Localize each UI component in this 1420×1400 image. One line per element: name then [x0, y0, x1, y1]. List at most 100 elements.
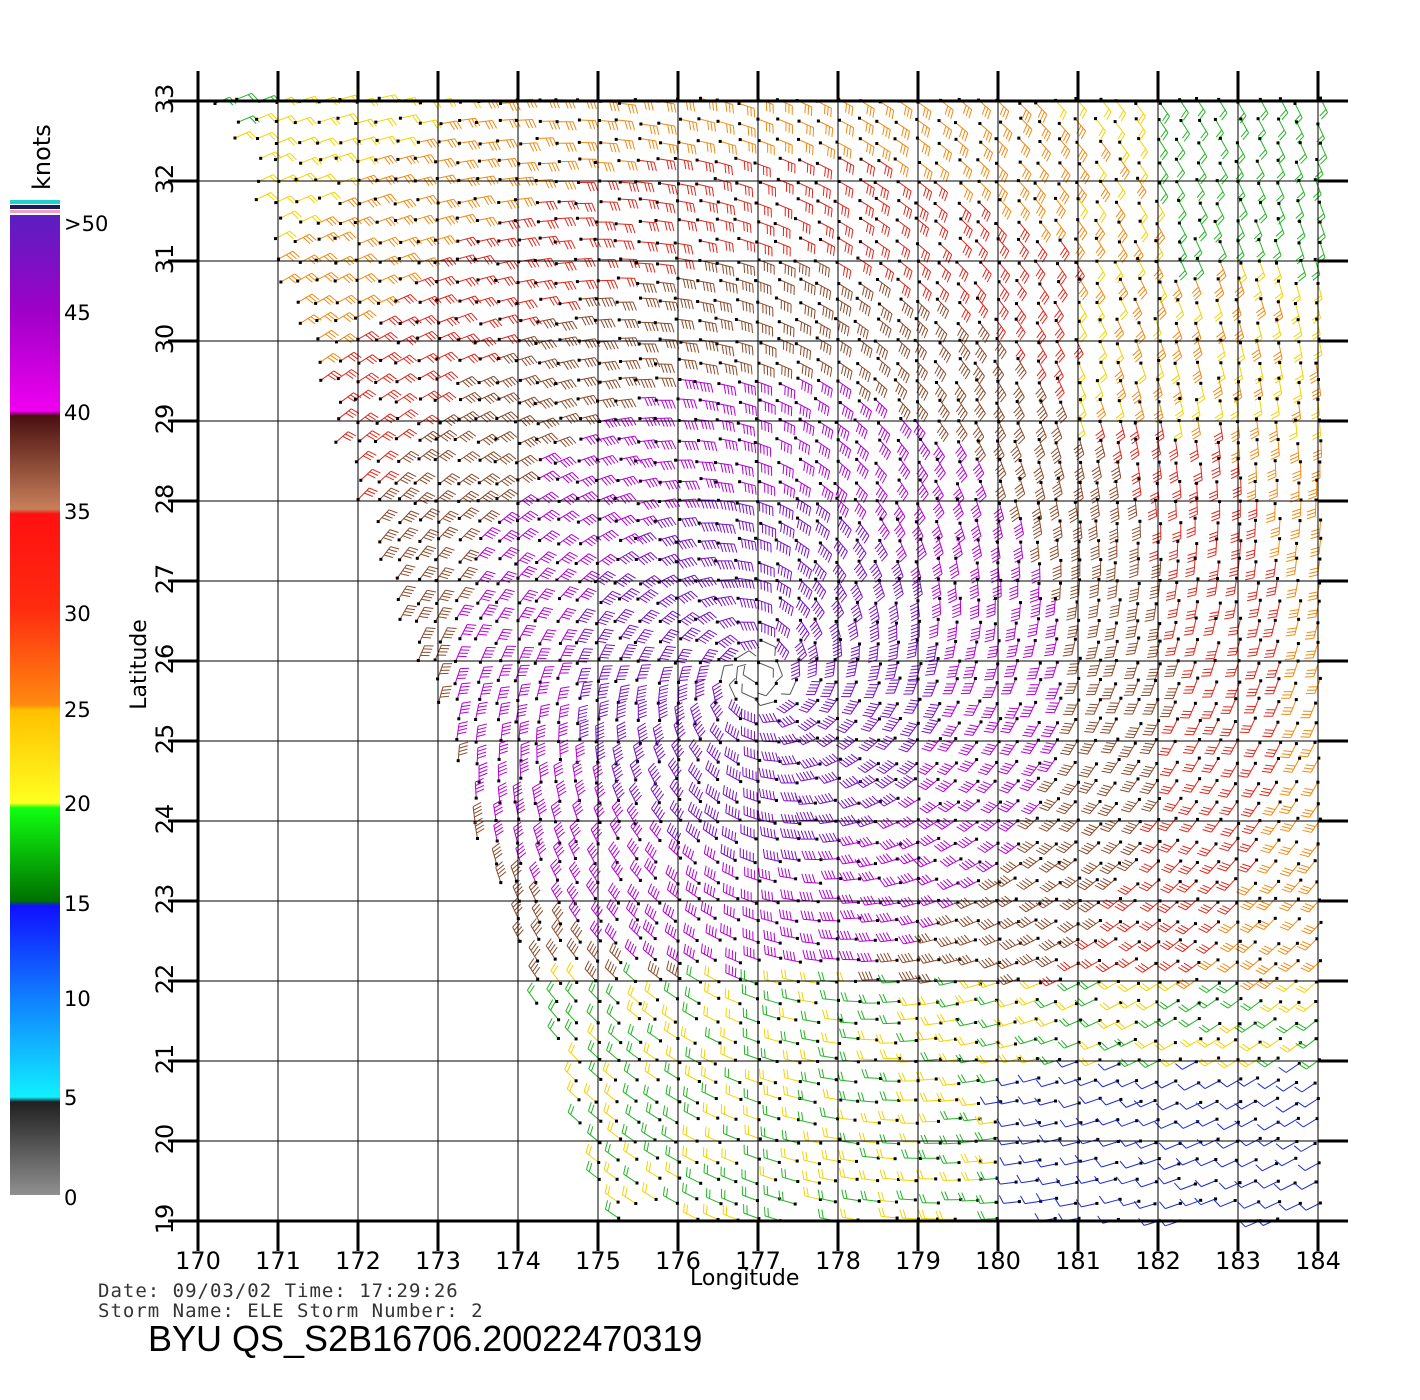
- wind-barb: [863, 702, 882, 717]
- wind-barb: [706, 1188, 722, 1205]
- wind-barb: [1198, 119, 1208, 141]
- wind-barb: [756, 500, 773, 516]
- wind-barb: [1296, 199, 1304, 221]
- wind-barb: [817, 120, 833, 138]
- wind-barb: [608, 1121, 622, 1141]
- wind-barb: [1228, 617, 1242, 635]
- wind-barb: [916, 1072, 937, 1081]
- wind-barb: [800, 1030, 819, 1043]
- wind-barb: [479, 528, 500, 541]
- wind-barb: [559, 740, 569, 761]
- wind-barb: [656, 594, 678, 607]
- wind-barb: [618, 589, 640, 602]
- wind-barb: [1240, 978, 1262, 990]
- wind-barb: [734, 559, 753, 572]
- wind-barb: [257, 175, 280, 183]
- wind-barb: [1101, 738, 1119, 753]
- wind-barb: [795, 639, 807, 662]
- wind-barb: [798, 1111, 816, 1125]
- wind-barb: [639, 478, 661, 488]
- wind-barb: [1000, 717, 1018, 733]
- wind-barb: [625, 939, 638, 960]
- wind-barb: [670, 779, 683, 801]
- colorbar-label: 35: [64, 502, 91, 522]
- wind-barb: [799, 458, 814, 477]
- wind-barb: [1039, 797, 1060, 810]
- wind-barb: [378, 275, 401, 284]
- wind-barb: [999, 198, 1012, 219]
- wind-barb: [696, 300, 715, 313]
- wind-barb: [554, 457, 577, 468]
- wind-barb: [1075, 461, 1085, 483]
- wind-barb: [605, 923, 617, 945]
- wind-barb: [961, 677, 977, 694]
- wind-barb: [1257, 117, 1266, 140]
- wind-barb: [1276, 1081, 1298, 1091]
- wind-barb: [986, 597, 997, 618]
- wind-barb: [1018, 1137, 1040, 1145]
- wind-barb: [1274, 1182, 1296, 1191]
- wind-barb: [1257, 860, 1277, 874]
- wind-barb: [1060, 781, 1080, 795]
- wind-barb: [397, 336, 420, 345]
- wind-barb: [921, 1052, 942, 1060]
- wind-barb: [398, 511, 419, 524]
- wind-barb: [734, 651, 756, 661]
- wind-barb: [1095, 439, 1105, 461]
- wind-barb: [1017, 1175, 1039, 1183]
- wind-barb: [437, 686, 452, 704]
- wind-barb: [1161, 860, 1182, 873]
- wind-barb: [1045, 682, 1061, 698]
- wind-barb: [1016, 879, 1038, 890]
- wind-barb: [798, 718, 820, 731]
- wind-barb: [896, 1092, 917, 1102]
- wind-barb: [737, 261, 754, 276]
- wind-barb: [596, 742, 606, 764]
- wind-barb: [1119, 158, 1130, 180]
- wind-barb: [922, 680, 938, 696]
- wind-barb: [898, 260, 912, 280]
- wind-barb: [934, 220, 948, 241]
- wind-barb: [819, 754, 842, 766]
- wind-barb: [776, 579, 791, 598]
- wind-barb: [1177, 1120, 1200, 1128]
- wind-barb: [763, 849, 781, 863]
- wind-barb: [517, 607, 536, 622]
- wind-barb: [799, 699, 820, 713]
- wind-barb: [1246, 519, 1257, 539]
- wind-barb: [1016, 997, 1039, 1005]
- wind-barb: [374, 374, 396, 384]
- wind-barb: [860, 158, 875, 177]
- wind-barb: [1238, 1200, 1261, 1208]
- wind-barb: [1140, 818, 1160, 832]
- wind-barb: [555, 399, 577, 409]
- wind-barb: [840, 1091, 860, 1103]
- colorbar-unit: knots: [28, 110, 58, 190]
- wind-barb: [677, 277, 696, 290]
- wind-barb: [999, 121, 1012, 142]
- wind-barb: [439, 628, 457, 644]
- wind-barb: [1117, 858, 1138, 871]
- wind-barb: [861, 1113, 881, 1125]
- wind-barb: [1260, 1037, 1282, 1048]
- wind-barb: [399, 115, 421, 123]
- wind-barb: [759, 399, 776, 415]
- wind-barb: [358, 238, 381, 247]
- wind-barb: [1073, 521, 1082, 543]
- wind-barb: [1113, 441, 1122, 463]
- wind-barb: [1163, 797, 1183, 811]
- wind-barb: [740, 848, 757, 864]
- wind-barb: [856, 381, 870, 401]
- wind-barb: [776, 138, 792, 155]
- wind-barb: [779, 521, 795, 539]
- wind-barb: [539, 762, 548, 784]
- wind-barb: [756, 301, 773, 317]
- wind-barb: [947, 621, 958, 641]
- wind-barb: [802, 851, 823, 861]
- wind-barb: [948, 582, 957, 603]
- wind-barb: [735, 182, 752, 197]
- wind-barb: [1140, 762, 1159, 777]
- wind-barb: [997, 1078, 1019, 1086]
- wind-barb: [1051, 421, 1061, 444]
- wind-barb: [797, 361, 813, 379]
